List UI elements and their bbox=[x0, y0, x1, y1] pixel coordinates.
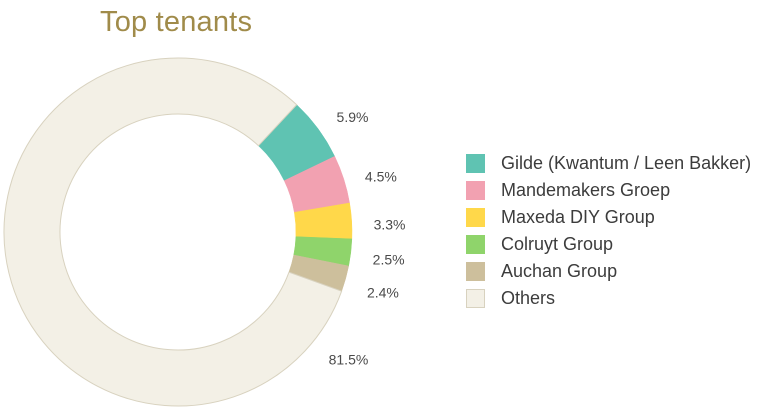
legend-swatch bbox=[466, 181, 485, 200]
legend-swatch bbox=[466, 154, 485, 173]
chart-legend: Gilde (Kwantum / Leen Bakker) Mandemakers… bbox=[466, 150, 751, 312]
data-label: 81.5% bbox=[329, 351, 369, 367]
legend-item: Gilde (Kwantum / Leen Bakker) bbox=[466, 150, 751, 177]
legend-label: Maxeda DIY Group bbox=[501, 207, 655, 227]
legend-swatch bbox=[466, 262, 485, 281]
legend-label: Mandemakers Groep bbox=[501, 180, 671, 200]
legend-label: Colruyt Group bbox=[501, 234, 614, 254]
data-label: 5.9% bbox=[337, 109, 369, 125]
legend-label: Gilde (Kwantum / Leen Bakker) bbox=[501, 153, 752, 173]
legend-item: Others bbox=[466, 285, 751, 312]
legend-item: Mandemakers Groep bbox=[466, 177, 751, 204]
legend-item: Auchan Group bbox=[466, 258, 751, 285]
data-label: 3.3% bbox=[374, 216, 406, 232]
legend-item: Colruyt Group bbox=[466, 231, 751, 258]
data-label: 2.5% bbox=[373, 251, 405, 267]
slice-others bbox=[3, 57, 343, 407]
legend-label: Auchan Group bbox=[501, 261, 618, 281]
legend-swatch bbox=[466, 235, 485, 254]
legend-item: Maxeda DIY Group bbox=[466, 204, 751, 231]
data-label: 4.5% bbox=[365, 168, 397, 184]
legend-label: Others bbox=[501, 288, 556, 308]
legend-swatch bbox=[466, 208, 485, 227]
legend-swatch bbox=[466, 289, 485, 308]
data-label: 2.4% bbox=[367, 284, 399, 300]
chart-title: Top tenants bbox=[100, 6, 253, 38]
